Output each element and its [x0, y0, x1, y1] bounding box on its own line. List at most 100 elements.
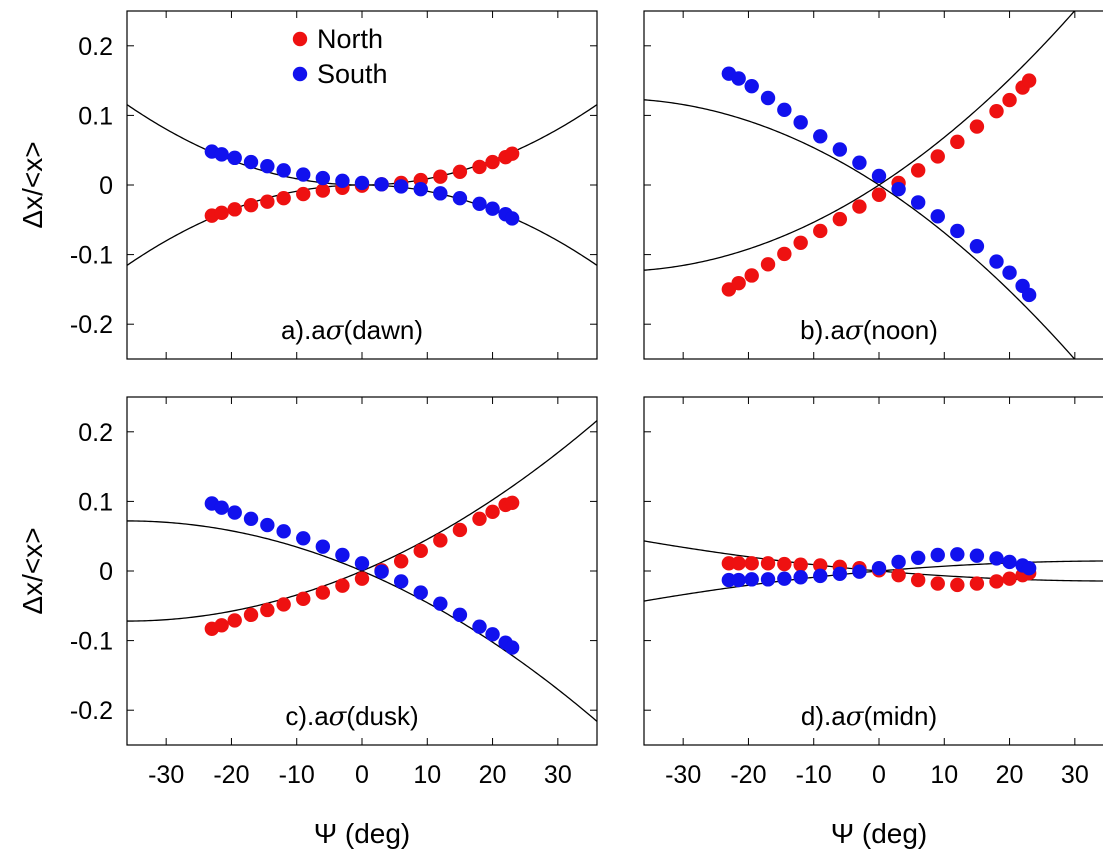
panel-label: c).aσ(dusk)	[285, 701, 418, 732]
data-point-south	[760, 90, 776, 106]
data-point-south	[315, 539, 331, 554]
data-point-north	[335, 578, 350, 593]
data-point-north	[989, 574, 1004, 589]
data-point-north	[433, 169, 448, 184]
data-point-south	[852, 155, 867, 170]
plot-area	[127, 420, 597, 722]
data-point-north	[315, 183, 331, 198]
x-tick-label: 0	[872, 761, 886, 789]
plot-frame	[126, 10, 598, 360]
data-point-north	[452, 522, 468, 538]
y-tick-label: 0	[99, 558, 113, 586]
fit-curve-2	[127, 184, 597, 266]
data-point-north	[393, 554, 409, 569]
data-point-north	[950, 577, 965, 593]
data-point-south	[832, 142, 848, 157]
data-point-north	[744, 268, 759, 283]
data-point-south	[472, 196, 487, 211]
data-point-north	[989, 104, 1004, 119]
plot-frame	[643, 10, 1103, 360]
series-south	[721, 547, 1037, 588]
x-tick-label: -30	[665, 761, 701, 789]
data-point-south	[910, 195, 926, 210]
y-axis-label: Δx/<x>	[17, 527, 48, 614]
panel-2: b).aσ(noon)	[643, 10, 1103, 360]
data-point-south	[452, 191, 468, 206]
data-point-south	[950, 547, 965, 562]
y-tick-label: -0.2	[70, 311, 113, 339]
data-point-north	[760, 556, 776, 571]
data-point-south	[731, 572, 746, 588]
data-point-south	[871, 168, 887, 184]
panel-label: a).aσ(dawn)	[281, 315, 423, 346]
data-point-south	[243, 154, 259, 170]
legend-label-north: North	[317, 24, 383, 54]
y-tick-label: 0.1	[78, 488, 113, 516]
data-point-north	[504, 146, 520, 161]
data-point-south	[969, 548, 985, 563]
data-point-north	[260, 602, 275, 618]
data-point-south	[813, 129, 828, 144]
x-tick-label: 10	[413, 761, 441, 789]
data-point-north	[760, 257, 776, 272]
data-point-north	[910, 163, 926, 178]
data-point-south	[1002, 265, 1017, 280]
data-point-south	[227, 150, 242, 166]
x-tick-label: -20	[213, 761, 249, 789]
data-point-north	[227, 202, 242, 217]
data-point-north	[296, 591, 311, 607]
data-point-north	[1002, 571, 1017, 586]
data-point-north	[413, 543, 428, 559]
fit-curve-1	[127, 104, 597, 186]
x-tick-label: 20	[479, 761, 507, 789]
data-point-south	[374, 177, 389, 192]
x-tick-label: 20	[996, 761, 1024, 789]
data-point-north	[950, 134, 965, 150]
data-point-south	[813, 568, 828, 584]
data-point-north	[315, 585, 331, 600]
data-point-south	[1021, 561, 1037, 576]
plot-area	[644, 540, 1103, 602]
data-point-south	[504, 640, 520, 655]
data-point-south	[374, 564, 389, 579]
data-point-north	[243, 607, 259, 623]
plot-area	[644, 11, 1076, 359]
data-point-north	[930, 149, 945, 164]
plot-frame	[643, 396, 1103, 746]
data-point-north	[832, 211, 848, 227]
data-point-south	[315, 170, 331, 186]
data-point-north	[214, 618, 229, 633]
data-point-south	[472, 619, 487, 634]
data-point-south	[989, 254, 1004, 269]
data-point-north	[777, 556, 792, 572]
plot-area	[127, 104, 597, 266]
data-point-south	[731, 71, 746, 86]
data-point-south	[910, 550, 926, 565]
data-point-south	[413, 585, 428, 600]
y-tick-label: 0	[99, 172, 113, 200]
data-point-north	[354, 571, 370, 586]
data-point-north	[260, 194, 275, 209]
fit-curve-2	[127, 520, 597, 722]
data-point-north	[777, 246, 792, 262]
series-south	[204, 496, 520, 655]
data-point-south	[1021, 287, 1037, 303]
series-south	[204, 144, 520, 226]
data-point-north	[969, 576, 985, 591]
data-point-north	[472, 511, 487, 526]
data-point-south	[744, 572, 759, 587]
data-point-south	[852, 564, 867, 579]
data-point-south	[891, 181, 906, 197]
data-point-south	[276, 524, 291, 539]
data-point-south	[335, 173, 350, 189]
fit-curve-1	[127, 420, 597, 622]
data-point-south	[335, 547, 350, 563]
panel-label: d).aσ(midn)	[801, 701, 937, 732]
series-south	[721, 66, 1037, 303]
fit-curve-1	[644, 11, 1076, 271]
data-point-north	[731, 556, 746, 571]
data-point-south	[777, 102, 792, 118]
data-point-north	[452, 164, 468, 179]
data-point-south	[214, 500, 229, 515]
data-point-north	[813, 223, 828, 239]
